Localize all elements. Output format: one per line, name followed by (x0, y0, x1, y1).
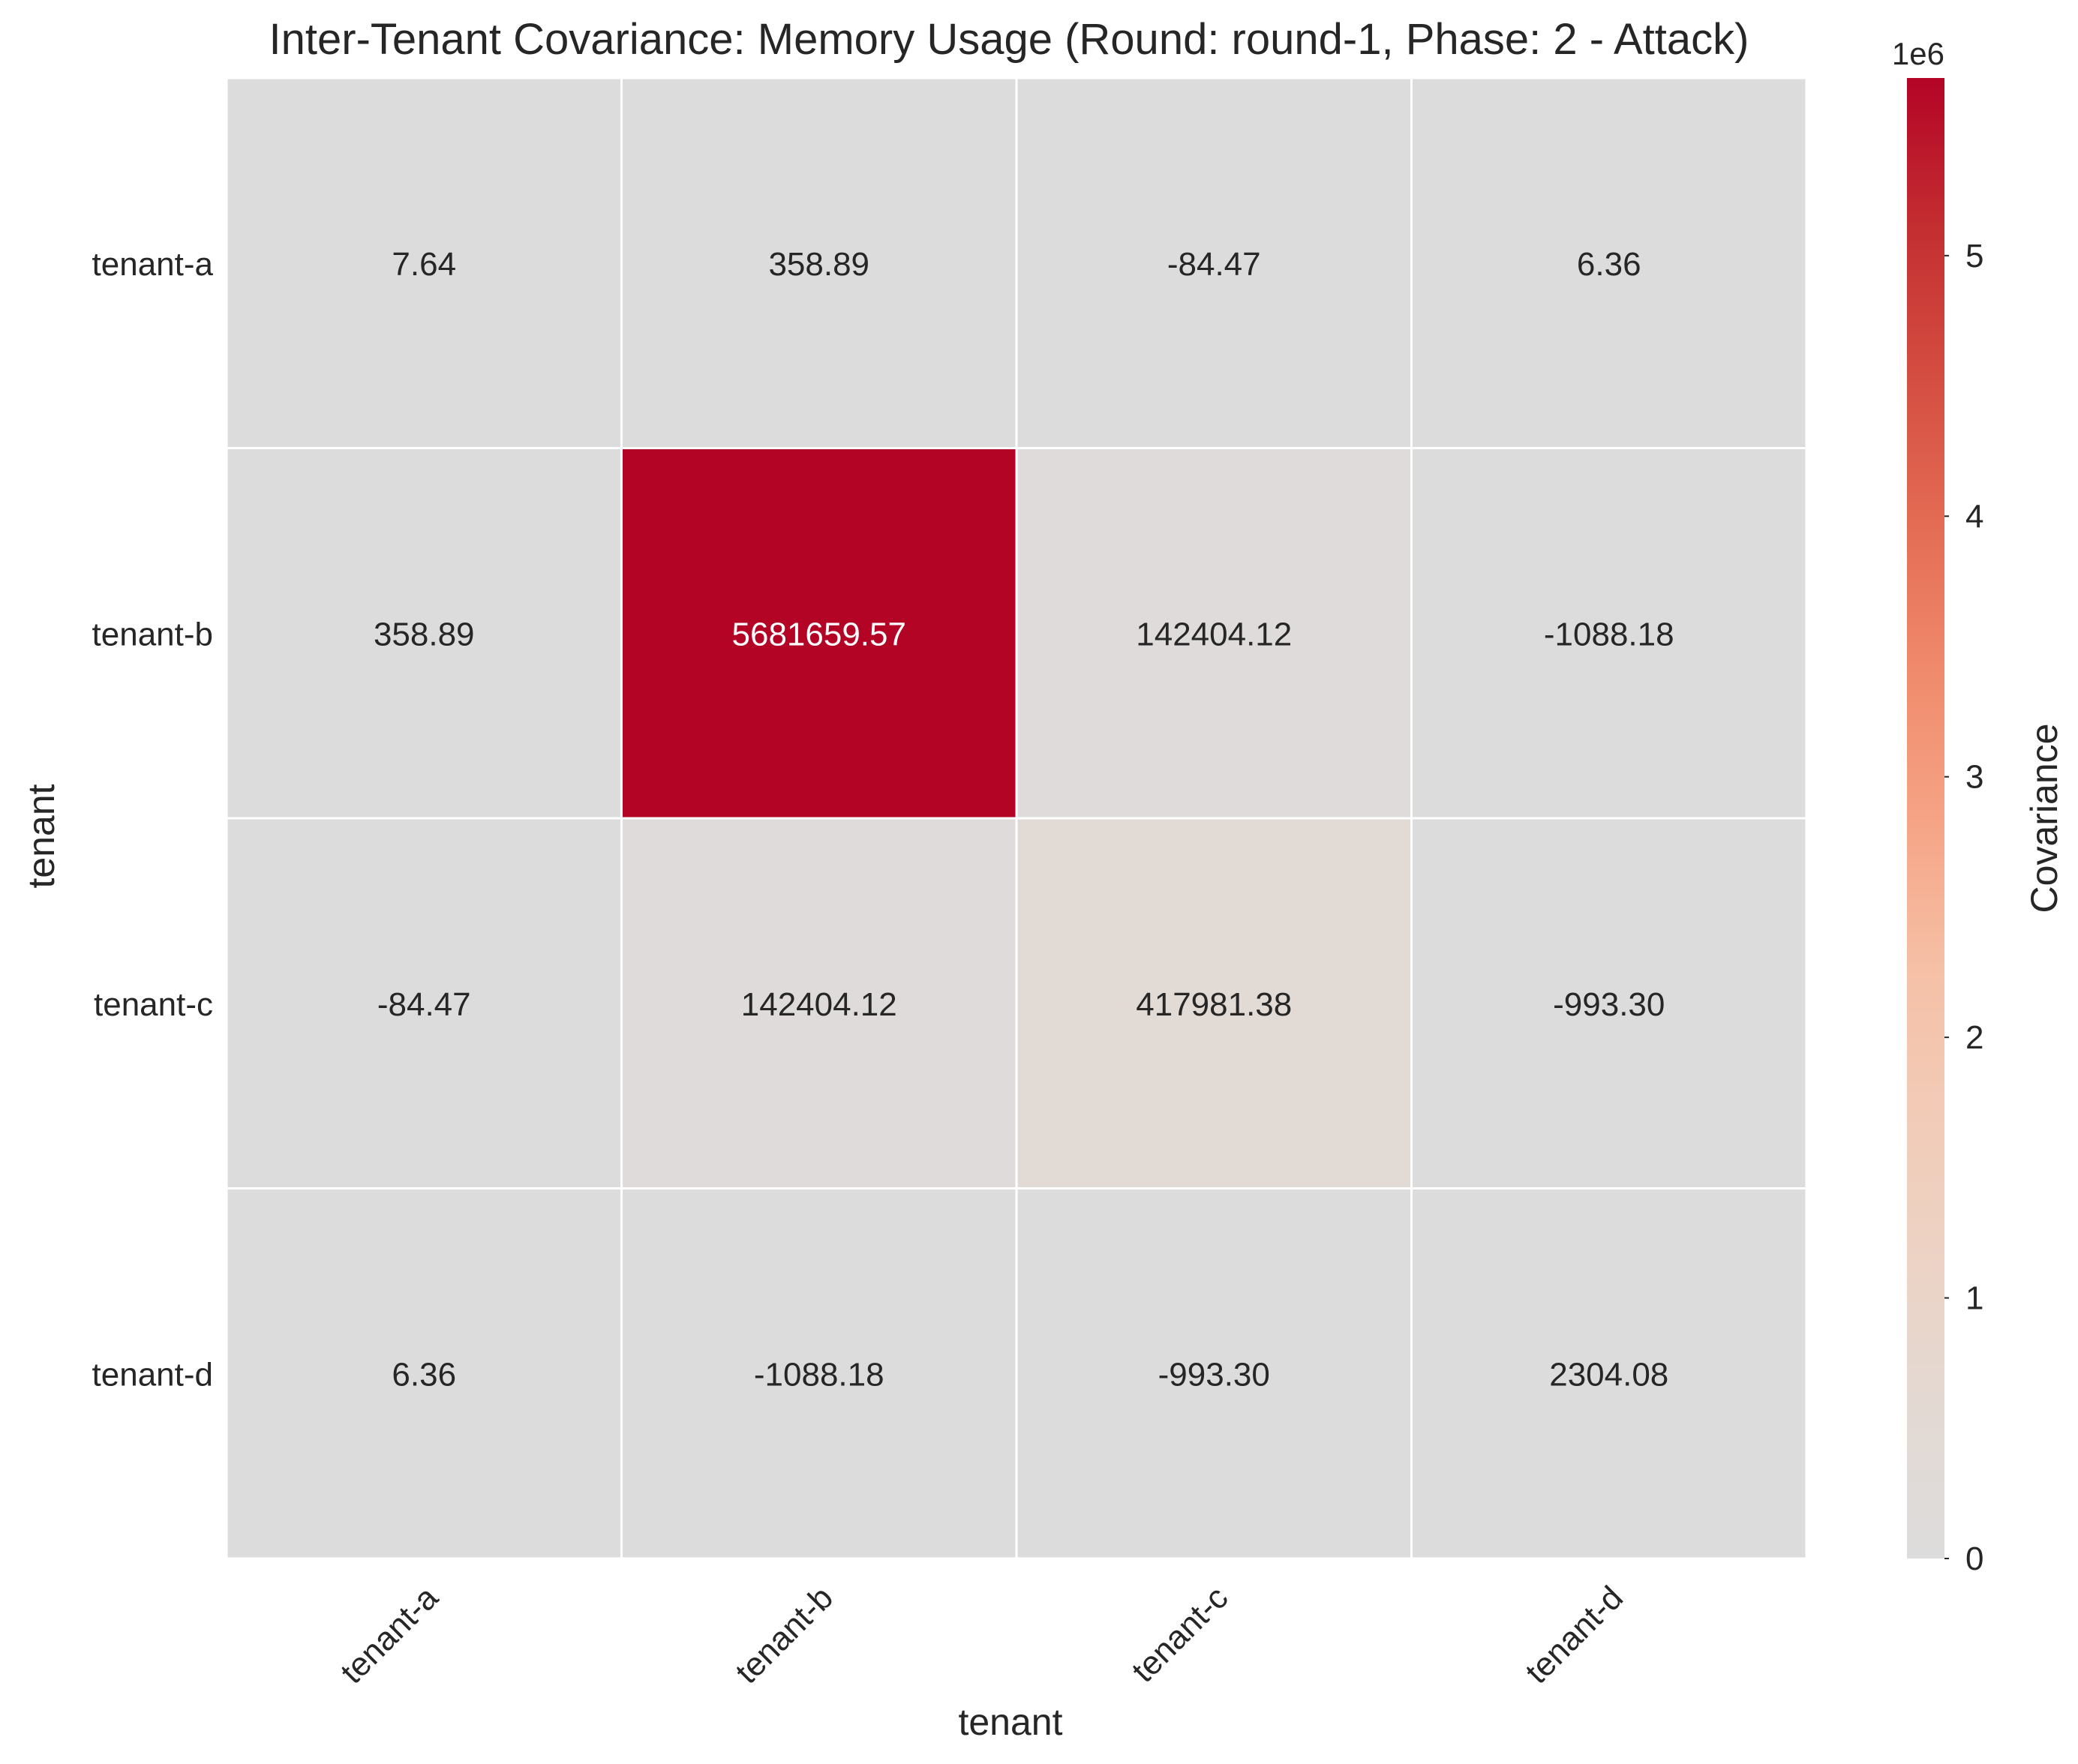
cell-value-labels: 7.64 358.89 -84.47 6.36 358.89 5681659.57 1424… (374, 246, 1674, 1394)
cell-value-label: 2304.08 (1549, 1356, 1668, 1393)
colorbar-tick-label: 4 (1965, 498, 1983, 535)
y-tick-label: tenant-d (92, 1356, 213, 1393)
heatmap-cell (1015, 76, 1413, 449)
cell-value-label: 7.64 (392, 246, 456, 283)
cell-value-label: 142404.12 (1136, 616, 1292, 652)
x-tick-label: tenant-a (334, 1579, 446, 1690)
heatmap-cell (620, 76, 1018, 449)
heatmap-cell (1410, 1187, 1808, 1560)
x-tick-label: tenant-d (1518, 1580, 1630, 1691)
cell-value-label: -1088.18 (1544, 616, 1674, 652)
heatmap-cell (225, 447, 623, 820)
colorbar-tick-label: 3 (1965, 759, 1983, 796)
cell-value-label: 417981.38 (1136, 986, 1292, 1023)
cell-value-label: -993.30 (1553, 986, 1665, 1023)
cell-value-label: 6.36 (1577, 246, 1641, 283)
heatmap-cell (1015, 447, 1413, 820)
cell-value-label: -84.47 (1167, 246, 1261, 283)
heatmap-cell (1410, 817, 1808, 1190)
heatmap-cells (225, 76, 1808, 1560)
y-tick-labels: tenant-a tenant-b tenant-c tenant-d (92, 246, 214, 1394)
x-tick-label: tenant-b (728, 1580, 840, 1691)
x-tick-label: tenant-c (1125, 1580, 1235, 1690)
cell-value-label: 6.36 (392, 1356, 456, 1393)
heatmap-cell (1410, 447, 1808, 820)
colorbar-label: Covariance (2023, 724, 2065, 914)
cell-value-label: -1088.18 (754, 1356, 884, 1393)
colorbar-tick-label: 1 (1965, 1280, 1983, 1317)
cell-value-label: 358.89 (374, 616, 475, 652)
heatmap-cell (1015, 1187, 1413, 1560)
cell-value-label: 358.89 (768, 246, 869, 283)
x-tick-labels: tenant-a tenant-b tenant-c tenant-d (334, 1579, 1630, 1690)
colorbar-tick-label: 0 (1965, 1540, 1983, 1577)
colorbar-tick-label: 2 (1965, 1019, 1983, 1056)
y-tick-label: tenant-a (92, 246, 214, 283)
cell-value-label: 5681659.57 (732, 616, 906, 652)
chart-title: Inter-Tenant Covariance: Memory Usage (R… (269, 15, 1749, 64)
colorbar-tick-label: 5 (1965, 238, 1983, 274)
colorbar (1907, 78, 1944, 1558)
cell-value-label: -993.30 (1158, 1356, 1270, 1393)
y-tick-label: tenant-c (94, 986, 213, 1023)
colorbar-offset-text: 1e6 (1892, 36, 1944, 71)
colorbar-ticks: 0 1 2 3 4 5 (1944, 238, 1983, 1577)
heatmap-cell (620, 1187, 1018, 1560)
heatmap-cell (620, 817, 1018, 1190)
heatmap-cell (225, 76, 623, 449)
heatmap-cell (1410, 76, 1808, 449)
cell-value-label: 142404.12 (741, 986, 897, 1023)
cell-value-label: -84.47 (377, 986, 471, 1023)
heatmap-cell (225, 1187, 623, 1560)
y-axis-label: tenant (20, 784, 62, 888)
y-tick-label: tenant-b (92, 616, 213, 652)
x-axis-label: tenant (958, 1701, 1062, 1743)
heatmap-cell (620, 447, 1018, 820)
